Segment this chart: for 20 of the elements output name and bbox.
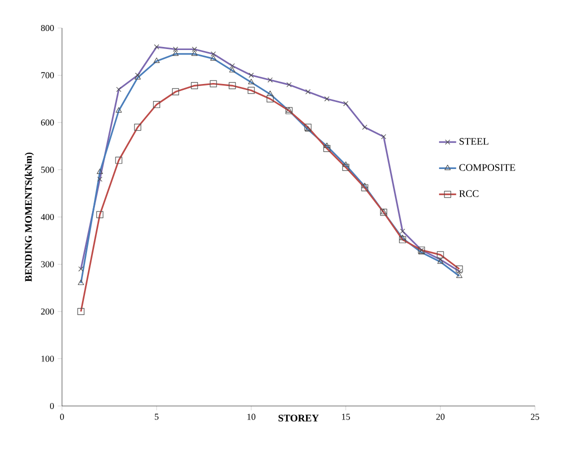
x-tick-label: 5 bbox=[154, 414, 159, 420]
y-axis-title: BENDING MOMENTS(kNm) bbox=[24, 152, 34, 282]
x-tick-label: 15 bbox=[342, 414, 350, 420]
y-tick-label: 600 bbox=[41, 119, 54, 126]
y-tick-label: 300 bbox=[41, 261, 54, 268]
y-tick-label: 0 bbox=[50, 402, 54, 410]
legend-label: COMPOSITE bbox=[459, 164, 516, 171]
x-axis-title: STOREY bbox=[278, 414, 319, 422]
y-tick-label: 700 bbox=[41, 72, 54, 78]
y-tick-label: 100 bbox=[41, 356, 54, 362]
y-tick-label: 500 bbox=[41, 166, 54, 173]
x-tick-label: 20 bbox=[436, 414, 445, 420]
legend-label: STEEL bbox=[460, 138, 488, 145]
y-tick-label: 400 bbox=[40, 214, 54, 220]
x-tick-label: 0 bbox=[60, 414, 64, 420]
y-tick-label: 200 bbox=[41, 308, 54, 315]
x-tick-label: 25 bbox=[530, 414, 540, 420]
x-tick-label: 10 bbox=[247, 414, 256, 420]
legend-label: RCC bbox=[459, 190, 478, 197]
y-tick-label: 800 bbox=[41, 24, 54, 32]
